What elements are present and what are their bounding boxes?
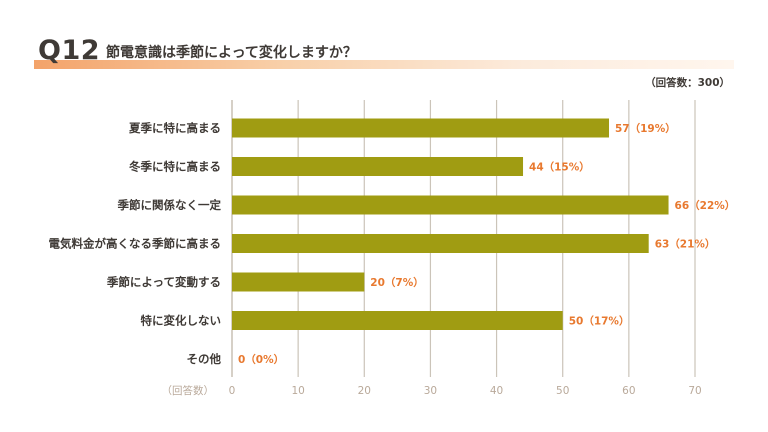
x-tick-label-30: 30 (424, 385, 437, 397)
x-tick-label-40: 40 (490, 385, 503, 397)
x-tick-label-20: 20 (358, 385, 371, 397)
value-label-3: 63（21%） (655, 238, 716, 251)
category-label-5: 特に変化しない (141, 314, 222, 328)
bar-4 (232, 272, 365, 292)
bar-0 (232, 118, 610, 138)
value-label-2: 66（22%） (675, 199, 736, 212)
x-tick-label-70: 70 (688, 385, 701, 397)
category-label-1: 冬季に特に高まる (129, 160, 221, 174)
question-number: Q12 (38, 35, 101, 66)
bar-5 (232, 311, 563, 330)
value-label-6: 0（0%） (238, 353, 284, 366)
bar-3 (232, 234, 649, 253)
category-label-2: 季節に関係なく一定 (117, 198, 222, 212)
title-underline-band (34, 60, 734, 69)
x-tick-label-10: 10 (291, 385, 304, 397)
question-title: 節電意識は季節によって変化しますか？ (106, 45, 357, 61)
category-label-3: 電気料金が高くなる季節に高まる (49, 237, 222, 251)
value-label-5: 50（17%） (569, 315, 630, 328)
value-label-0: 57（19%） (615, 122, 676, 135)
bar-1 (232, 157, 524, 176)
category-label-6: その他 (187, 352, 222, 366)
x-tick-label-0: 0 (229, 385, 236, 397)
category-label-0: 夏季に特に高まる (129, 121, 221, 135)
respondent-count-note: （回答数：300） (645, 77, 730, 89)
value-label-4: 20（7%） (370, 276, 423, 289)
x-tick-label-50: 50 (556, 385, 569, 397)
x-tick-label-60: 60 (622, 385, 635, 397)
x-axis-label: （回答数） (162, 384, 215, 397)
category-label-4: 季節によって変動する (106, 275, 221, 289)
bar-2 (232, 195, 669, 215)
value-label-1: 44（15%） (529, 161, 590, 174)
